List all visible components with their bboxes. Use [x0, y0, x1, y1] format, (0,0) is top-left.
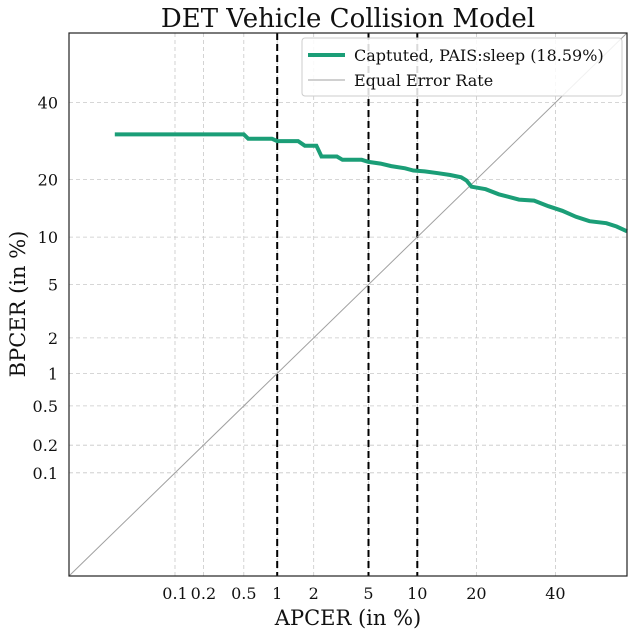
y-tick-label: 40: [38, 94, 58, 113]
x-tick-label: 1: [272, 584, 282, 603]
reference-lines: [276, 33, 419, 576]
x-tick-label: 10: [407, 584, 427, 603]
y-tick-label: 0.1: [33, 464, 58, 483]
y-tick-label: 10: [38, 228, 58, 247]
grid-lines: [69, 33, 627, 576]
x-tick-label: 40: [545, 584, 565, 603]
y-axis-label: BPCER (in %): [6, 231, 30, 378]
y-tick-label: 5: [48, 276, 58, 295]
y-tick-label: 2: [48, 329, 58, 348]
y-tick-label: 1: [48, 364, 58, 383]
x-tick-label: 0.5: [231, 584, 256, 603]
y-tick-label: 20: [38, 171, 58, 190]
series-layer: [68, 32, 628, 577]
legend-box: [301, 37, 623, 97]
legend-label-eer: Equal Error Rate: [354, 71, 493, 90]
y-tick-label: 0.2: [33, 436, 58, 455]
x-tick-label: 2: [309, 584, 319, 603]
chart-title: DET Vehicle Collision Model: [161, 4, 535, 34]
x-tick-label: 0.2: [191, 584, 216, 603]
x-tick-label: 5: [363, 584, 373, 603]
y-tick-labels: 0.1 0.2 0.5 1 2 5 10 20 40: [33, 94, 58, 483]
x-axis-label: APCER (in %): [274, 606, 421, 630]
legend: Captuted, PAIS:sleep (18.59%) Equal Erro…: [301, 37, 623, 97]
plot-frame: [68, 32, 628, 577]
x-tick-label: 20: [466, 584, 486, 603]
y-tick-label: 0.5: [33, 397, 58, 416]
det-curve-captured: [114, 132, 628, 234]
legend-label-captured: Captuted, PAIS:sleep (18.59%): [354, 46, 604, 65]
eer-line: [68, 32, 628, 577]
x-tick-labels: 0.1 0.2 0.5 1 2 5 10 20 40: [162, 584, 565, 603]
x-tick-label: 0.1: [162, 584, 187, 603]
